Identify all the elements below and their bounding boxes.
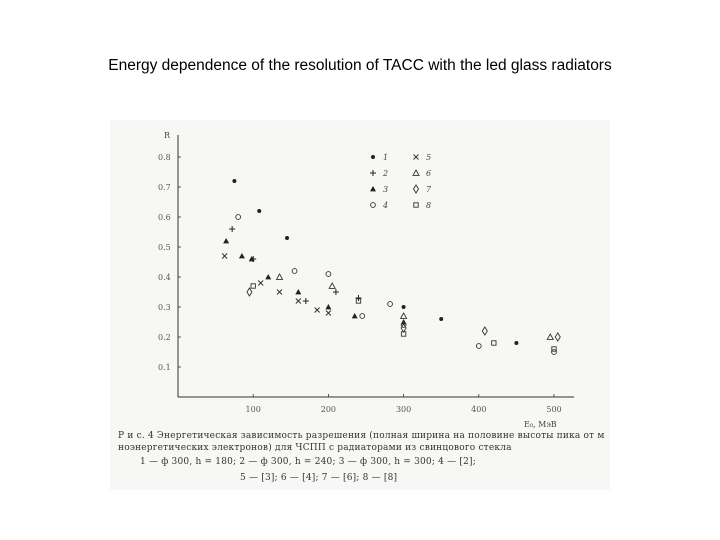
data-point-series-8 bbox=[551, 346, 557, 352]
x-tick-label: 300 bbox=[396, 405, 411, 414]
y-axis-label: R bbox=[164, 131, 171, 140]
x-tick-label: 500 bbox=[546, 405, 561, 414]
data-point-series-1 bbox=[439, 317, 444, 321]
caption-line-1: Р и с. 4 Энергетическая зависимость разр… bbox=[118, 431, 605, 441]
data-point-series-7 bbox=[481, 326, 488, 336]
data-point-series-1 bbox=[401, 305, 406, 309]
data-point-series-8 bbox=[250, 283, 256, 289]
y-tick-label: 0.8 bbox=[158, 153, 171, 162]
x-tick-label: 200 bbox=[321, 405, 336, 414]
legend-label-3: 3 bbox=[383, 185, 388, 194]
data-point-series-8 bbox=[400, 331, 407, 337]
data-point-series-3 bbox=[238, 253, 245, 259]
data-point-series-4 bbox=[551, 349, 557, 355]
data-point-series-3 bbox=[325, 304, 332, 310]
data-point-series-7 bbox=[400, 323, 407, 333]
data-point-series-3 bbox=[223, 238, 230, 244]
data-point-series-2 bbox=[229, 226, 236, 232]
data-point-series-5 bbox=[295, 298, 302, 304]
data-point-series-5 bbox=[325, 310, 332, 316]
legend-marker-4 bbox=[370, 202, 376, 208]
data-point-series-6 bbox=[328, 282, 336, 289]
y-tick-label: 0.7 bbox=[158, 183, 171, 192]
data-point-series-4 bbox=[359, 313, 366, 319]
data-point-series-5 bbox=[221, 253, 228, 259]
y-ticks: 0.1 0.2 0.3 0.4 0.5 0.6 0.7 0.8 bbox=[158, 153, 181, 372]
chart-axes: R E₀, МэВ bbox=[164, 131, 575, 429]
y-tick-label: 0.5 bbox=[158, 243, 171, 252]
data-point-series-6 bbox=[275, 273, 284, 280]
caption-line-4: 5 — [3]; 6 — [4]; 7 — [6]; 8 — [8] bbox=[240, 473, 398, 483]
y-tick-label: 0.4 bbox=[158, 273, 171, 282]
data-point-series-6 bbox=[546, 333, 555, 340]
data-point-series-8 bbox=[355, 298, 362, 304]
data-point-series-3 bbox=[248, 256, 255, 262]
data-point-series-3 bbox=[295, 289, 302, 295]
chart-legend: 1 2 3 4 5 6 7 8 bbox=[370, 153, 432, 210]
legend-marker-7 bbox=[412, 184, 420, 194]
data-point-series-2 bbox=[332, 289, 339, 295]
data-point-series-5 bbox=[276, 289, 283, 295]
y-tick-label: 0.6 bbox=[158, 213, 171, 222]
data-point-series-4 bbox=[235, 214, 242, 220]
x-axis-label: E₀, МэВ bbox=[524, 420, 557, 429]
data-point-series-1 bbox=[257, 209, 262, 213]
legend-marker-1 bbox=[371, 155, 375, 159]
legend-label-7: 7 bbox=[426, 185, 432, 194]
data-point-series-5 bbox=[257, 280, 264, 286]
caption-line-2: ноэнергетических электронов) для ЧСПП с … bbox=[118, 443, 512, 453]
legend-label-1: 1 bbox=[383, 153, 388, 162]
data-points bbox=[221, 179, 561, 355]
y-tick-label: 0.3 bbox=[158, 303, 171, 312]
data-point-series-7 bbox=[246, 287, 253, 297]
scatter-chart: R E₀, МэВ 0.1 0.2 0.3 0.4 0.5 0.6 0.7 0.8 100 200… bbox=[158, 131, 575, 429]
legend-label-5: 5 bbox=[426, 153, 431, 162]
slide-title: Energy dependence of the resolution of T… bbox=[108, 57, 612, 74]
data-point-series-4 bbox=[291, 268, 298, 274]
data-point-series-4 bbox=[400, 322, 407, 328]
legend-marker-8 bbox=[413, 202, 419, 208]
legend-marker-5 bbox=[413, 154, 419, 160]
data-point-series-3 bbox=[351, 313, 358, 319]
data-point-series-1 bbox=[285, 236, 290, 240]
data-point-series-4 bbox=[325, 271, 332, 277]
y-tick-label: 0.2 bbox=[158, 333, 171, 342]
legend-marker-3 bbox=[370, 186, 376, 192]
data-point-series-1 bbox=[514, 341, 519, 345]
data-point-series-1 bbox=[232, 179, 237, 183]
data-point-series-3 bbox=[265, 274, 272, 280]
y-tick-label: 0.1 bbox=[158, 363, 171, 372]
data-point-series-7 bbox=[554, 332, 561, 342]
caption-line-3: 1 — ф 300, h = 180; 2 — ф 300, h = 240; … bbox=[140, 457, 476, 467]
legend-marker-2 bbox=[370, 170, 376, 176]
legend-label-8: 8 bbox=[426, 201, 431, 210]
data-point-series-2 bbox=[302, 298, 309, 304]
data-point-series-6 bbox=[399, 312, 408, 319]
data-point-series-2 bbox=[355, 295, 362, 301]
legend-label-2: 2 bbox=[382, 169, 388, 178]
data-point-series-4 bbox=[475, 343, 482, 349]
data-point-series-5 bbox=[314, 307, 320, 313]
x-tick-label: 100 bbox=[246, 405, 261, 414]
x-ticks: 100 200 300 400 500 bbox=[246, 394, 562, 414]
data-point-series-8 bbox=[491, 340, 497, 346]
data-point-series-4 bbox=[387, 301, 393, 307]
x-tick-label: 400 bbox=[471, 405, 486, 414]
legend-marker-6 bbox=[412, 169, 420, 176]
scanned-figure: R E₀, МэВ 0.1 0.2 0.3 0.4 0.5 0.6 0.7 0.8 100 200… bbox=[110, 120, 610, 490]
legend-label-6: 6 bbox=[426, 169, 431, 178]
legend-label-4: 4 bbox=[382, 201, 388, 210]
